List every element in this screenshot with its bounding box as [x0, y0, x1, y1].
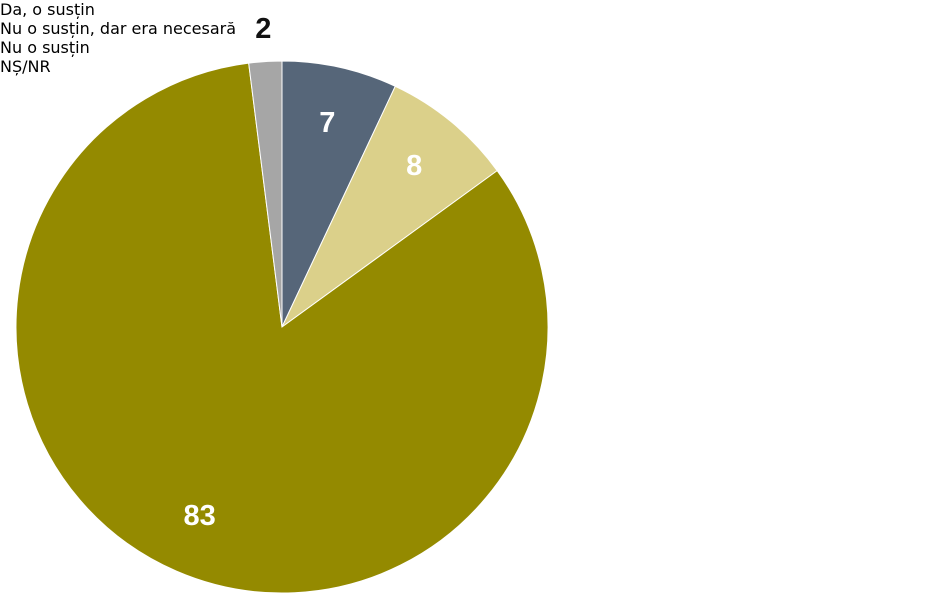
pie-slice	[15, 62, 549, 594]
legend-label: NȘ/NR	[0, 57, 51, 76]
data-label: 8	[406, 150, 422, 182]
data-label: 7	[319, 107, 335, 139]
pie-slice	[281, 85, 498, 328]
legend-item: Nu o susțin, dar era necesară	[0, 19, 931, 38]
legend-item: Nu o susțin	[0, 38, 931, 57]
legend-label: Da, o susțin	[0, 0, 95, 19]
pie-slice	[281, 60, 396, 328]
pie-slice	[248, 60, 283, 328]
legend-label: Nu o susțin, dar era necesară	[0, 19, 236, 38]
legend-item: Da, o susțin	[0, 0, 931, 19]
legend-item: NȘ/NR	[0, 57, 931, 76]
data-label: 2	[255, 13, 271, 45]
legend-label: Nu o susțin	[0, 38, 90, 57]
data-label: 83	[183, 500, 215, 532]
